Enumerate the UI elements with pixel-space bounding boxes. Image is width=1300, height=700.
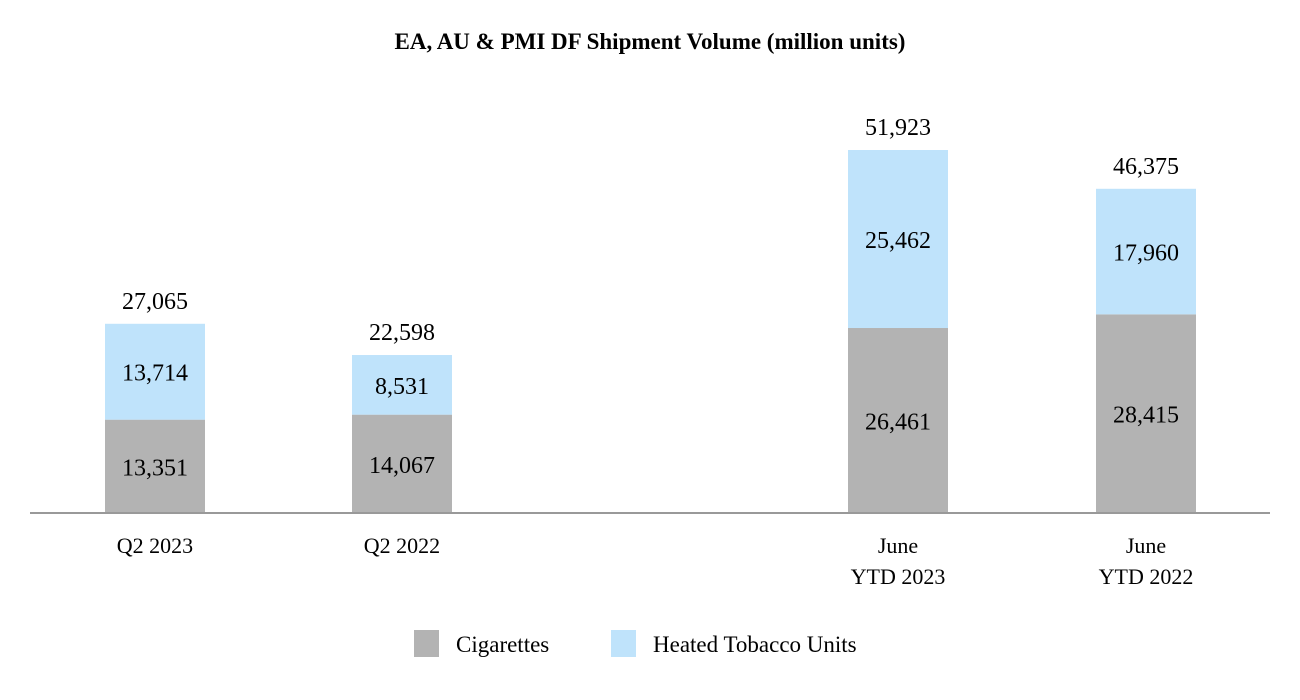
legend-swatch-heated-tobacco-units: [611, 630, 636, 657]
value-label-cigarettes-q2-2022: 14,067: [369, 453, 435, 479]
x-axis-labels: Q2 2023 Q2 2022 June YTD 2023 June YTD 2022: [117, 533, 1194, 589]
total-label-q2-2023: 27,065: [122, 289, 188, 315]
category-label-june-ytd-2023-line-1: June: [878, 533, 918, 558]
bar-segment-cigarettes-june-ytd-2022: [1096, 314, 1196, 513]
category-label-june-ytd-2022-line-1: June: [1126, 533, 1166, 558]
bar-segment-heated-tobacco-units-june-ytd-2022: [1096, 188, 1196, 315]
bar-segment-heated-tobacco-units-q2-2023: [105, 323, 205, 420]
bar-segment-heated-tobacco-units-june-ytd-2023: [848, 150, 948, 329]
value-label-cigarettes-june-ytd-2022: 28,415: [1113, 403, 1179, 429]
chart-title: EA, AU & PMI DF Shipment Volume (million…: [395, 29, 906, 54]
bars-layer: [105, 150, 1196, 513]
bar-segment-heated-tobacco-units-q2-2022: [352, 355, 452, 415]
total-label-june-ytd-2022: 46,375: [1113, 154, 1179, 180]
total-label-june-ytd-2023: 51,923: [865, 115, 931, 141]
value-label-cigarettes-june-ytd-2023: 26,461: [865, 410, 931, 436]
labels-layer: 13,351 13,714 27,065 14,067 8,531 22,598 26,46…: [122, 115, 1179, 481]
legend: Cigarettes Heated Tobacco Units: [414, 630, 857, 657]
legend-label-cigarettes: Cigarettes: [456, 632, 549, 657]
category-label-q2-2023-line-1: Q2 2023: [117, 533, 193, 558]
category-label-q2-2022-line-1: Q2 2022: [364, 533, 440, 558]
category-label-june-ytd-2023-line-2: YTD 2023: [851, 564, 946, 589]
value-label-heated-tobacco-units-q2-2023: 13,714: [122, 361, 188, 387]
total-label-q2-2022: 22,598: [369, 320, 435, 346]
value-label-heated-tobacco-units-june-ytd-2022: 17,960: [1113, 241, 1179, 267]
category-label-june-ytd-2022-line-2: YTD 2022: [1099, 564, 1194, 589]
bar-segment-cigarettes-june-ytd-2023: [848, 328, 948, 513]
bar-segment-cigarettes-q2-2023: [105, 419, 205, 513]
bar-segment-cigarettes-q2-2022: [352, 414, 452, 513]
value-label-heated-tobacco-units-q2-2022: 8,531: [375, 374, 429, 400]
value-label-heated-tobacco-units-june-ytd-2023: 25,462: [865, 228, 931, 254]
value-label-cigarettes-q2-2023: 13,351: [122, 455, 188, 481]
legend-swatch-cigarettes: [414, 630, 439, 657]
legend-label-heated-tobacco-units: Heated Tobacco Units: [653, 632, 857, 657]
